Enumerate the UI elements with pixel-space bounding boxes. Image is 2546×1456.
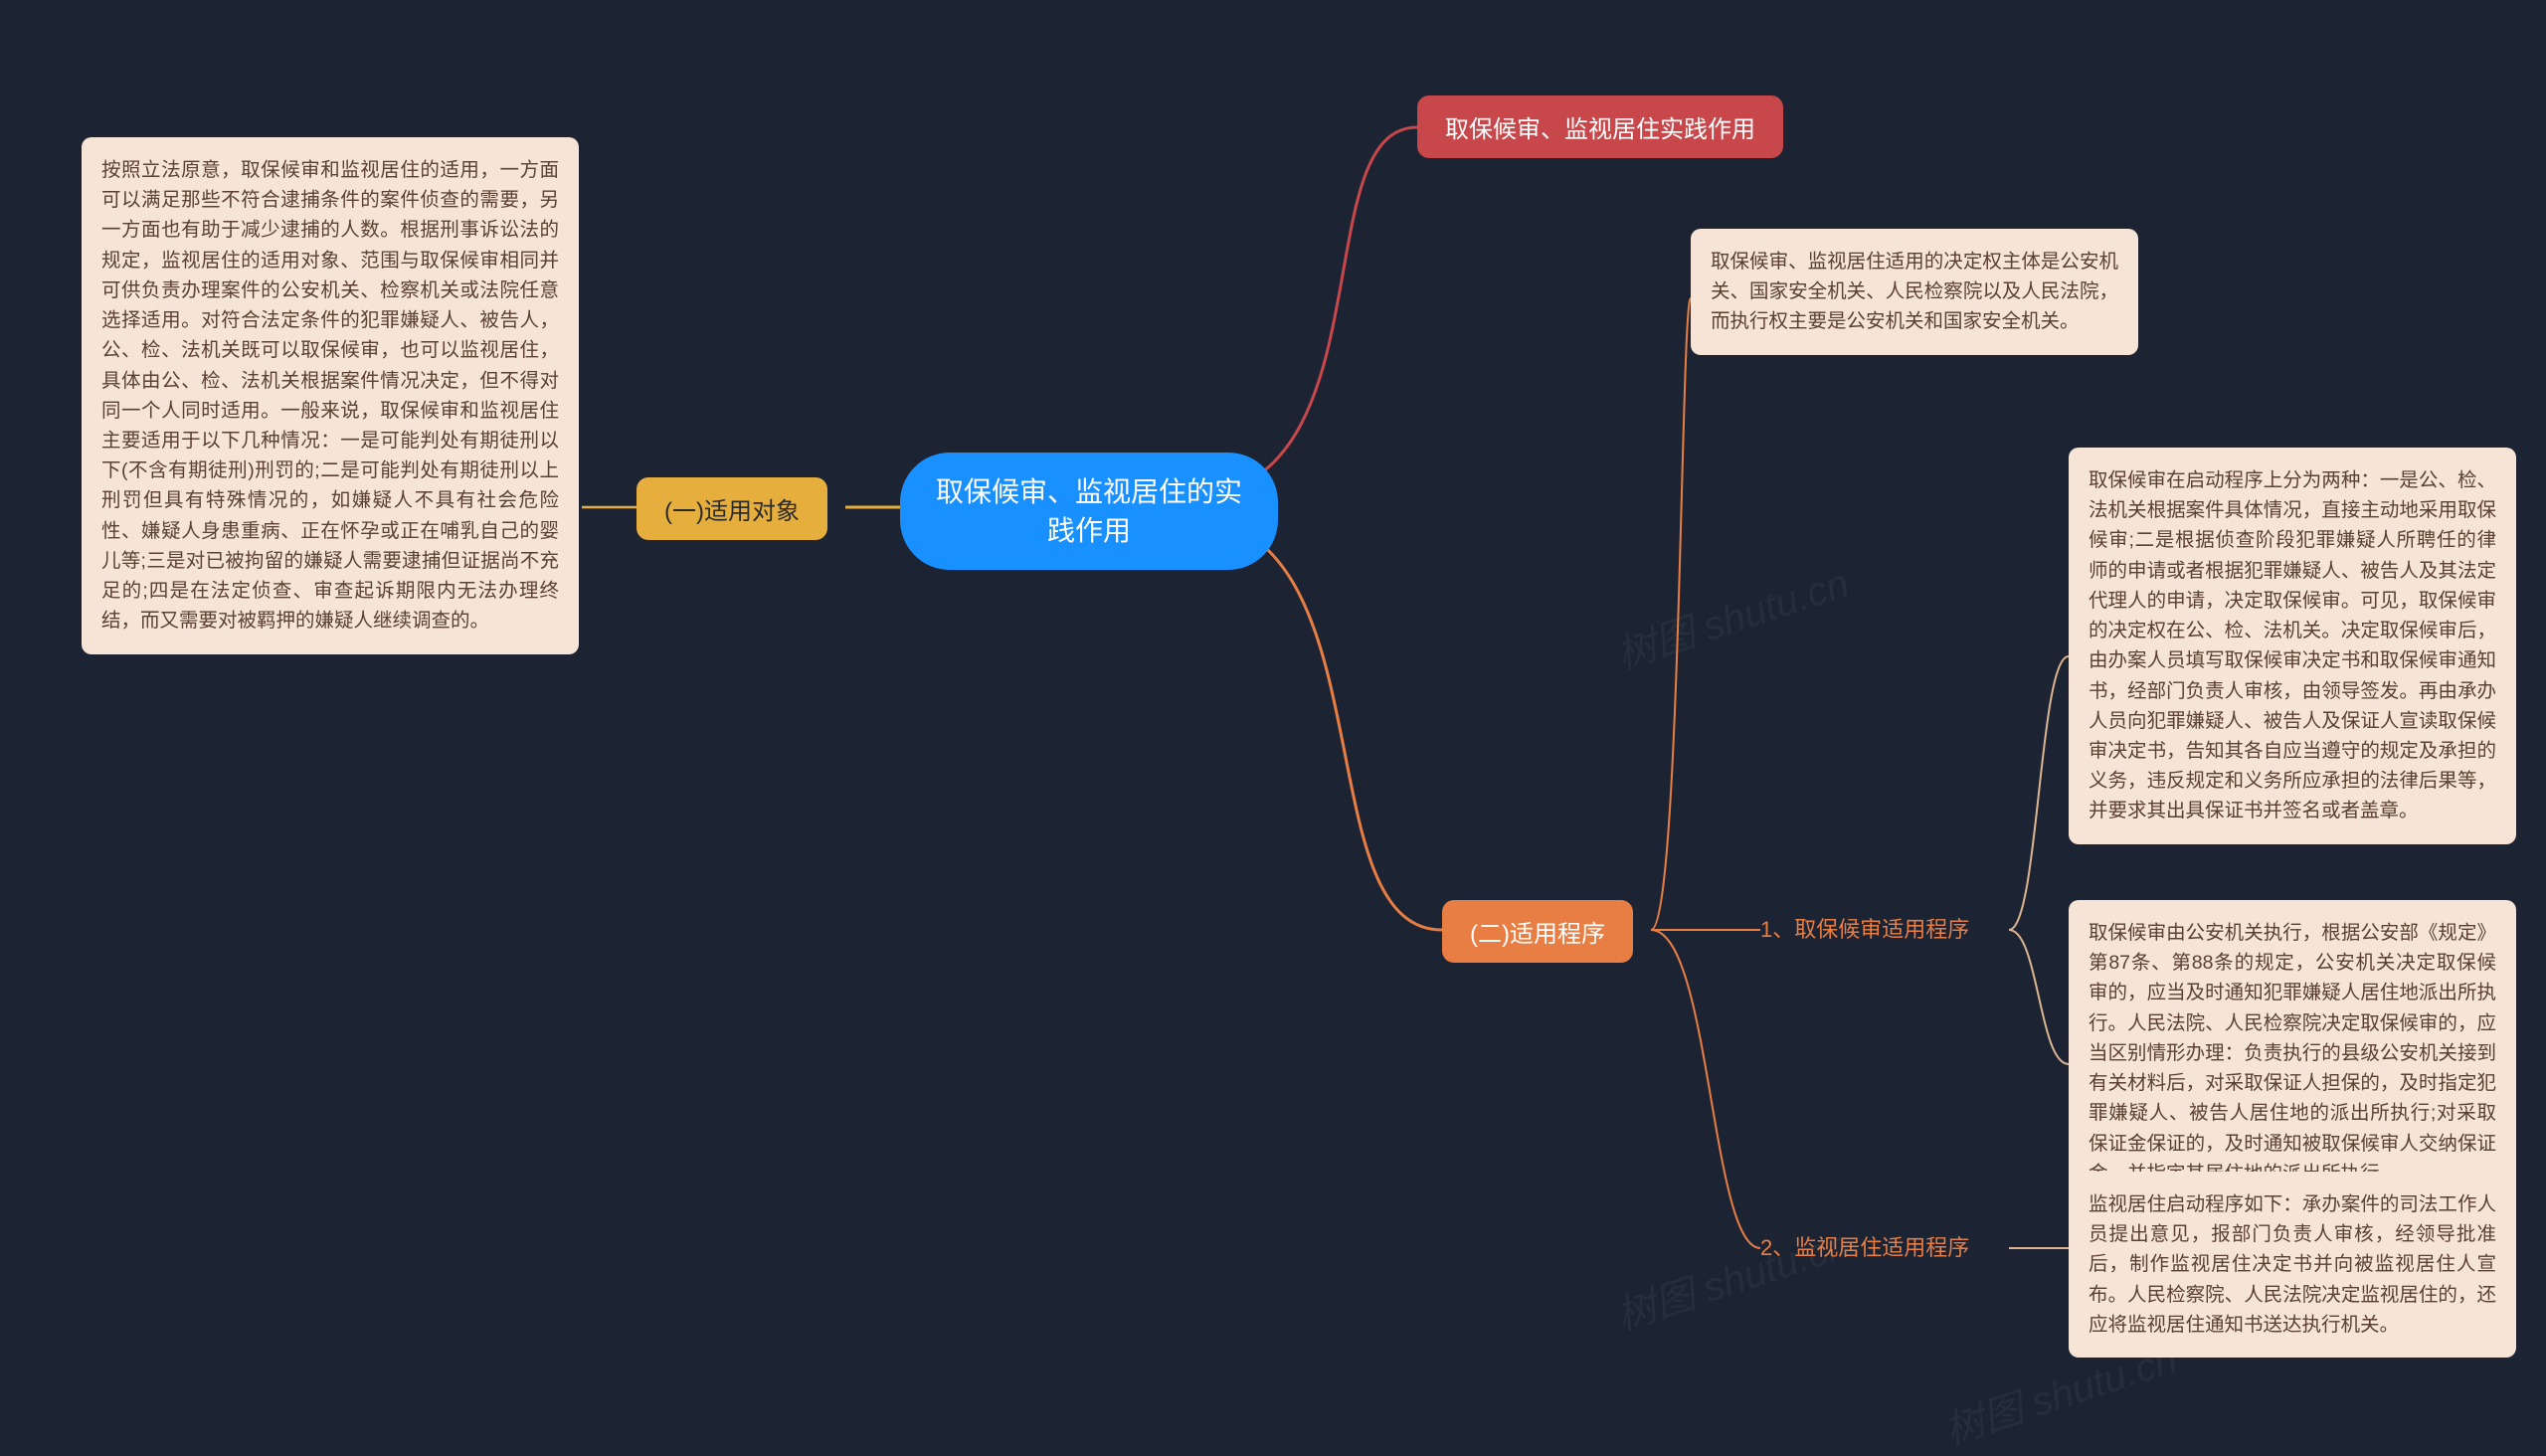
branch-practice-effect[interactable]: 取保候审、监视居住实践作用 [1417,95,1783,158]
detail-bail-start-text: 取保候审在启动程序上分为两种：一是公、检、法机关根据案件具体情况，直接主动地采用… [2069,448,2516,844]
child-procedure-bail[interactable]: 1、取保候审适用程序 [1760,912,1969,944]
center-topic[interactable]: 取保候审、监视居住的实践作用 [900,453,1278,570]
branch-scope[interactable]: (一)适用对象 [636,477,827,540]
child-procedure-residence[interactable]: 2、监视居住适用程序 [1760,1230,1969,1262]
detail-residence-text: 监视居住启动程序如下：承办案件的司法工作人员提出意见，报部门负责人审核，经领导批… [2069,1172,2516,1358]
detail-scope-text: 按照立法原意，取保候审和监视居住的适用，一方面可以满足那些不符合逮捕条件的案件侦… [82,137,579,654]
detail-bail-exec-text: 取保候审由公安机关执行，根据公安部《规定》第87条、第88条的规定，公安机关决定… [2069,900,2516,1206]
detail-authority-text: 取保候审、监视居住适用的决定权主体是公安机关、国家安全机关、人民检察院以及人民法… [1691,229,2138,355]
branch-procedure[interactable]: (二)适用程序 [1442,900,1633,963]
